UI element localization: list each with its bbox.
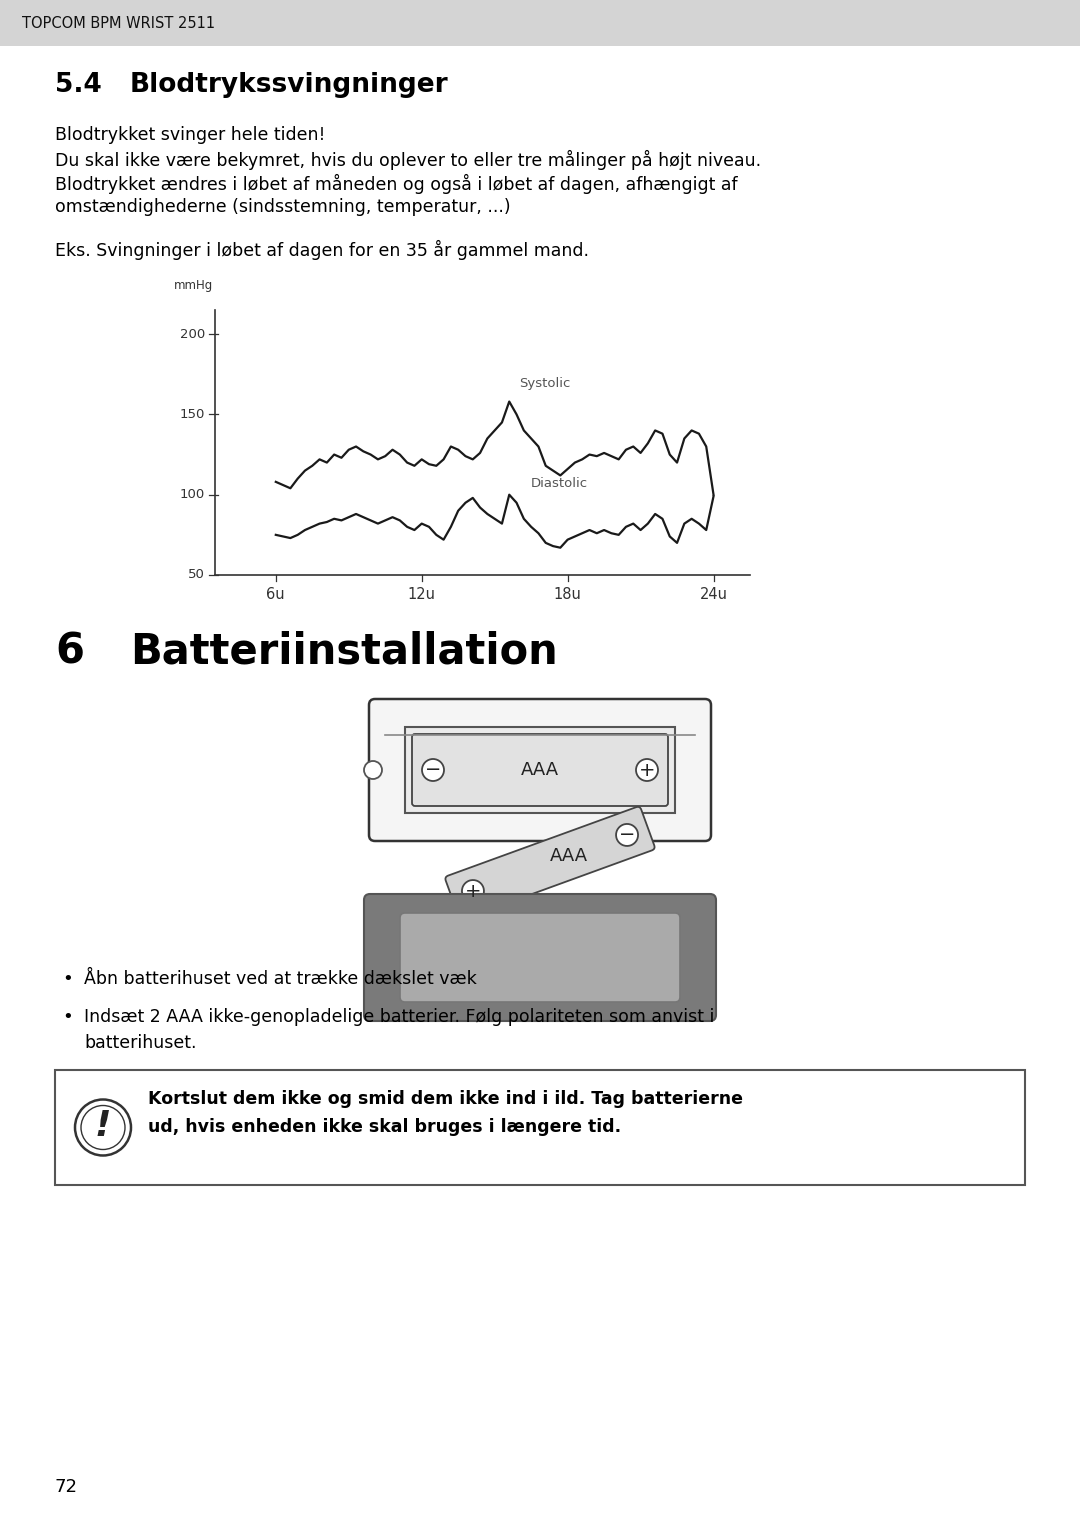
FancyBboxPatch shape [369,698,711,840]
Text: AAA: AAA [550,847,588,865]
Circle shape [462,880,484,902]
Bar [405,727,675,813]
Bar [55,1070,1025,1186]
Text: −: − [424,761,442,779]
Text: Du skal ikke være bekymret, hvis du oplever to eller tre målinger på højt niveau: Du skal ikke være bekymret, hvis du ople… [55,150,761,170]
Text: +: + [638,761,656,779]
Text: 5.4: 5.4 [55,72,102,98]
Bar [0,0,1080,46]
Text: 6u: 6u [267,587,285,602]
FancyBboxPatch shape [445,807,654,920]
Text: Åbn batterihuset ved at trække dækslet væk: Åbn batterihuset ved at trække dækslet v… [84,970,476,989]
Text: •: • [62,970,72,989]
Text: Blodtrykket svinger hele tiden!: Blodtrykket svinger hele tiden! [55,125,325,144]
Text: 150: 150 [179,408,205,420]
Text: 100: 100 [179,489,205,501]
Text: 200: 200 [179,327,205,341]
Text: •: • [62,1008,72,1025]
Text: mmHg: mmHg [174,280,213,292]
Text: batterihuset.: batterihuset. [84,1034,197,1051]
Text: Blodtrykket ændres i løbet af måneden og også i løbet af dagen, afhængigt af: Blodtrykket ændres i løbet af måneden og… [55,174,738,194]
Text: Systolic: Systolic [519,377,570,390]
Text: 50: 50 [188,568,205,582]
Text: −: − [619,825,635,845]
Circle shape [75,1100,131,1155]
Text: Indsæt 2 AAA ikke-genopladelige batterier. Følg polariteten som anvist i: Indsæt 2 AAA ikke-genopladelige batterie… [84,1008,714,1025]
Text: Kortslut dem ikke og smid dem ikke ind i ild. Tag batterierne: Kortslut dem ikke og smid dem ikke ind i… [148,1089,743,1108]
Text: omstændighederne (sindsstemning, temperatur, ...): omstændighederne (sindsstemning, tempera… [55,199,511,215]
Text: 18u: 18u [554,587,581,602]
Text: 6: 6 [55,630,84,672]
FancyBboxPatch shape [364,894,716,1021]
Text: 24u: 24u [700,587,728,602]
Text: Blodtrykssvingninger: Blodtrykssvingninger [130,72,448,98]
Text: !: ! [95,1108,111,1143]
Text: Diastolic: Diastolic [531,477,589,490]
Text: Batteriinstallation: Batteriinstallation [130,630,557,672]
FancyBboxPatch shape [411,733,669,805]
Text: ud, hvis enheden ikke skal bruges i længere tid.: ud, hvis enheden ikke skal bruges i læng… [148,1118,621,1135]
Text: 72: 72 [55,1478,78,1496]
Text: Eks. Svingninger i løbet af dagen for en 35 år gammel mand.: Eks. Svingninger i løbet af dagen for en… [55,240,589,260]
Circle shape [81,1105,125,1149]
Circle shape [364,761,382,779]
Text: 12u: 12u [408,587,435,602]
Text: AAA: AAA [521,761,559,779]
Circle shape [422,759,444,781]
FancyBboxPatch shape [400,914,680,1002]
Circle shape [616,824,638,847]
Text: TOPCOM BPM WRIST 2511: TOPCOM BPM WRIST 2511 [22,15,215,31]
Text: +: + [464,882,482,900]
Circle shape [636,759,658,781]
